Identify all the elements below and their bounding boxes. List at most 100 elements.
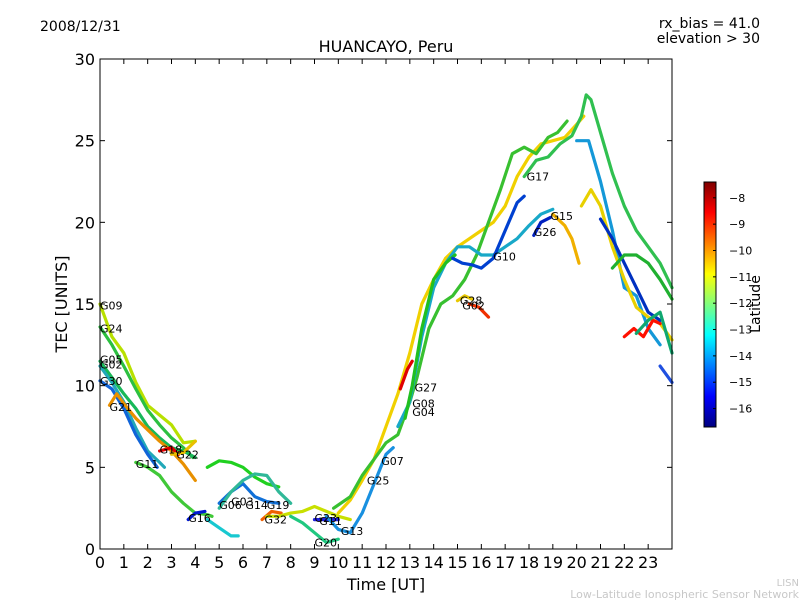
series-g23 xyxy=(265,504,352,522)
x-tick-label: 17 xyxy=(495,553,515,572)
sat-label-g07: G07 xyxy=(381,455,404,468)
colorbar-tick-label: −8 xyxy=(729,192,745,205)
y-tick-label: 20 xyxy=(75,213,95,232)
series-g07 xyxy=(332,119,569,510)
x-tick-label: 21 xyxy=(590,553,610,572)
x-tick-label: 18 xyxy=(519,553,539,572)
series-g03 xyxy=(205,459,281,489)
elevation-label: elevation > 30 xyxy=(657,31,760,47)
x-tick-label: 4 xyxy=(190,553,200,572)
colorbar-tick-label: −9 xyxy=(729,218,745,231)
x-tick-label: 6 xyxy=(238,553,248,572)
sat-label-g11: G11 xyxy=(319,515,342,528)
footer-lisn: LISN xyxy=(777,578,799,589)
y-axis: 0 5 10 15 20 25 30 xyxy=(75,50,672,559)
x-tick-label: 8 xyxy=(286,553,296,572)
x-axis: 0 1 2 3 4 5 6 7 8 9 10 11 12 13 14 15 16 17 18 19 20 21 22 23 xyxy=(95,59,658,572)
series-g17 xyxy=(522,93,674,290)
series-g11 xyxy=(134,460,214,518)
series-g28 xyxy=(455,294,474,303)
footer-network: Low-Latitude Ionospheric Sensor Network xyxy=(570,588,799,600)
colorbar-tick-label: −12 xyxy=(729,297,752,310)
series-g32 xyxy=(260,509,283,522)
x-tick-label: 0 xyxy=(95,553,105,572)
x-tick-label: 20 xyxy=(566,553,586,572)
series-g13 xyxy=(324,446,395,535)
y-tick-label: 30 xyxy=(75,50,95,69)
sat-label-g08: G08 xyxy=(412,398,435,411)
x-tick-label: 19 xyxy=(543,553,563,572)
sat-label-g23: G23 xyxy=(315,512,338,525)
series-g25 xyxy=(336,114,586,515)
x-tick-label: 11 xyxy=(352,553,372,572)
sat-label-g30: G30 xyxy=(100,375,123,388)
colorbar-tick-label: −15 xyxy=(729,376,752,389)
x-tick-label: 2 xyxy=(143,553,153,572)
series-g04 xyxy=(403,253,457,420)
series-g02 xyxy=(98,364,166,469)
series-g20 xyxy=(289,514,340,545)
sat-label-g18: G18 xyxy=(160,443,183,456)
sat-label-g17: G17 xyxy=(527,171,550,184)
sat-label-g14: G14 xyxy=(245,499,268,512)
sat-label-g16: G16 xyxy=(188,512,211,525)
satellite-labels: G09G24G05G02G30G21G11G18G22G16G06G03G14G… xyxy=(100,171,573,550)
sat-label-g11: G11 xyxy=(136,458,159,471)
series-g30 xyxy=(98,379,159,469)
sat-label-g03: G03 xyxy=(231,496,254,509)
series-g24 xyxy=(98,325,195,460)
sat-label-g10: G10 xyxy=(493,251,516,264)
series-g22 xyxy=(169,439,197,456)
series-g18b xyxy=(658,364,674,384)
series-g06b xyxy=(598,217,662,322)
y-tick-label: 0 xyxy=(85,540,95,559)
series-g26 xyxy=(532,215,553,237)
sat-label-g27: G27 xyxy=(415,381,438,394)
x-tick-label: 15 xyxy=(447,553,467,572)
sat-label-g19: G19 xyxy=(267,499,290,512)
colorbar-ticks: −16 −15 −14 −13 −12 −11 −10 −9 −8 xyxy=(713,192,752,416)
y-tick-label: 5 xyxy=(85,458,95,477)
date-label: 2008/12/31 xyxy=(40,19,121,35)
sat-label-g25: G25 xyxy=(367,474,390,487)
sat-label-g28: G28 xyxy=(460,295,483,308)
sat-label-g26: G26 xyxy=(534,226,557,239)
chart-title: HUANCAYO, Peru xyxy=(319,37,454,56)
x-tick-label: 1 xyxy=(119,553,129,572)
sat-label-g06: G06 xyxy=(219,499,242,512)
sat-label-g32: G32 xyxy=(265,514,288,527)
series-g14 xyxy=(217,472,293,510)
series-g19 xyxy=(205,517,240,538)
colorbar-tick-label: −13 xyxy=(729,324,752,337)
colorbar-gradient xyxy=(703,181,717,428)
x-tick-label: 23 xyxy=(638,553,658,572)
sat-label-g02: G02 xyxy=(100,358,123,371)
series-g12 xyxy=(622,318,662,339)
colorbar-tick-label: −10 xyxy=(729,244,752,257)
x-tick-label: 16 xyxy=(471,553,491,572)
y-axis-label: TEC [UNITS] xyxy=(52,256,71,354)
colorbar-tick-label: −16 xyxy=(729,403,752,416)
series-g10 xyxy=(451,194,526,270)
series-g21 xyxy=(107,392,197,482)
x-tick-label: 9 xyxy=(309,553,319,572)
sat-label-g21: G21 xyxy=(110,401,133,414)
x-tick-label: 10 xyxy=(328,553,348,572)
series-layer xyxy=(98,93,674,545)
rx-bias-label: rx_bias = 41.0 xyxy=(659,16,760,32)
sat-label-g15: G15 xyxy=(551,210,574,223)
colorbar-tick-label: −11 xyxy=(729,271,752,284)
sat-label-g24: G24 xyxy=(100,323,123,336)
series-g01 xyxy=(634,310,674,355)
sat-label-g09: G09 xyxy=(100,300,123,313)
x-tick-label: 3 xyxy=(166,553,176,572)
sat-label-g02: G02 xyxy=(462,300,485,313)
series-g02b xyxy=(467,302,491,319)
series-g15 xyxy=(551,212,581,265)
y-tick-label: 25 xyxy=(75,132,95,151)
x-tick-label: 5 xyxy=(214,553,224,572)
x-tick-label: 14 xyxy=(423,553,443,572)
colorbar-tick-label: −14 xyxy=(729,350,752,363)
